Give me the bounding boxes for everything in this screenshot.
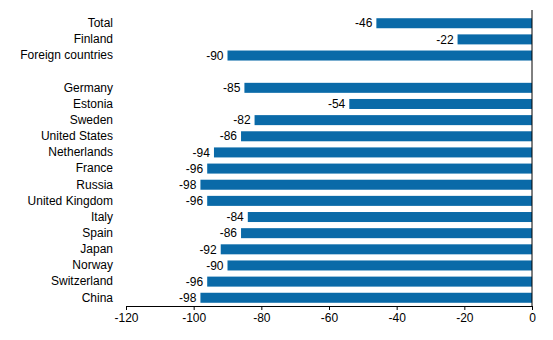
- tick: Russia: [76, 178, 113, 192]
- tick: France: [76, 161, 114, 175]
- tick-label: -60: [321, 311, 339, 325]
- tick-mark: [261, 306, 262, 310]
- tick-mark: [532, 306, 533, 310]
- tick-label: Norway: [72, 258, 113, 272]
- tick: -40: [388, 306, 406, 325]
- tick-label: Spain: [82, 226, 113, 240]
- tick-label: Switzerland: [51, 274, 113, 288]
- tick: Finland: [74, 32, 113, 46]
- tick: Germany: [64, 81, 113, 95]
- zero-line: [532, 10, 533, 306]
- tick: 0: [529, 306, 536, 325]
- data-label: -90: [206, 259, 224, 273]
- data-label: -22: [436, 33, 454, 47]
- tick-label: Russia: [76, 178, 113, 192]
- tick-label: Estonia: [73, 97, 113, 111]
- data-label: -98: [179, 291, 197, 305]
- bar: [207, 164, 532, 174]
- axis-line: [127, 307, 533, 311]
- data-label: -86: [220, 226, 238, 240]
- data-label: -86: [220, 129, 238, 143]
- tick: Total: [88, 16, 113, 30]
- x-axis: -120 -100 -80 -60 -40 -20 0: [114, 306, 536, 325]
- tick: Japan: [80, 242, 113, 256]
- bar: [207, 277, 532, 287]
- y-axis: Total Finland Foreign countries Germany Esto…: [20, 16, 113, 305]
- tick: Switzerland: [51, 274, 113, 288]
- tick: China: [82, 291, 114, 305]
- bar: [241, 228, 532, 238]
- tick-label: China: [82, 291, 114, 305]
- tick: Netherlands: [48, 145, 113, 159]
- tick-label: -100: [182, 311, 206, 325]
- tick: United States: [41, 129, 113, 143]
- tick: Estonia: [73, 97, 113, 111]
- tick: Italy: [91, 210, 113, 224]
- data-label: -94: [193, 146, 211, 160]
- bar: [228, 260, 533, 270]
- bar: [200, 180, 532, 190]
- bar: [200, 293, 532, 303]
- data-label: -90: [206, 49, 224, 63]
- data-label: -92: [199, 243, 217, 257]
- bars: [200, 18, 532, 303]
- tick: Foreign countries: [20, 48, 113, 62]
- data-label: -96: [186, 162, 204, 176]
- tick-label: Italy: [91, 210, 113, 224]
- bar: [248, 212, 532, 222]
- tick-label: France: [76, 161, 114, 175]
- data-label: -98: [179, 178, 197, 192]
- tick: -60: [321, 306, 339, 325]
- tick-label: Total: [88, 16, 113, 30]
- tick-label: -80: [253, 311, 271, 325]
- tick-label: Foreign countries: [20, 48, 113, 62]
- tick-mark: [126, 306, 127, 310]
- bar: [255, 115, 532, 125]
- tick-label: Japan: [80, 242, 113, 256]
- tick-label: 0: [529, 311, 536, 325]
- bar: [349, 99, 532, 109]
- tick-mark: [464, 306, 465, 310]
- data-label: -85: [223, 81, 241, 95]
- bar: [376, 18, 532, 28]
- bar: [228, 51, 533, 61]
- tick-label: -20: [456, 311, 474, 325]
- data-label: -84: [226, 210, 244, 224]
- tick: -100: [182, 306, 206, 325]
- bar: [214, 147, 532, 157]
- tick: -80: [253, 306, 271, 325]
- bar: [458, 34, 532, 44]
- tick: -20: [456, 306, 474, 325]
- tick-mark: [329, 306, 330, 310]
- tick: Norway: [72, 258, 113, 272]
- bar: [221, 244, 532, 254]
- data-label: -82: [233, 113, 251, 127]
- bar: [207, 196, 532, 206]
- tick-label: Netherlands: [48, 145, 113, 159]
- tick-label: United States: [41, 129, 113, 143]
- chart: -120 -100 -80 -60 -40 -20 0 Total Finland Foreign…: [0, 0, 553, 340]
- tick-label: Germany: [64, 81, 113, 95]
- tick: -120: [114, 306, 138, 325]
- data-label: -46: [355, 16, 373, 30]
- tick: United Kingdom: [28, 194, 113, 208]
- tick-label: United Kingdom: [28, 194, 113, 208]
- tick: Spain: [82, 226, 113, 240]
- tick-label: Finland: [74, 32, 113, 46]
- tick-label: -120: [114, 311, 138, 325]
- bar: [241, 131, 532, 141]
- tick-mark: [397, 306, 398, 310]
- data-label: -96: [186, 194, 204, 208]
- data-labels: -46-22-90-85-54-82-86-94-96-98-96-84-86-…: [179, 16, 454, 305]
- tick: Sweden: [70, 113, 113, 127]
- tick-mark: [194, 306, 195, 310]
- data-label: -96: [186, 275, 204, 289]
- data-label: -54: [328, 97, 346, 111]
- tick-label: Sweden: [70, 113, 113, 127]
- bar: [244, 83, 532, 93]
- tick-label: -40: [388, 311, 406, 325]
